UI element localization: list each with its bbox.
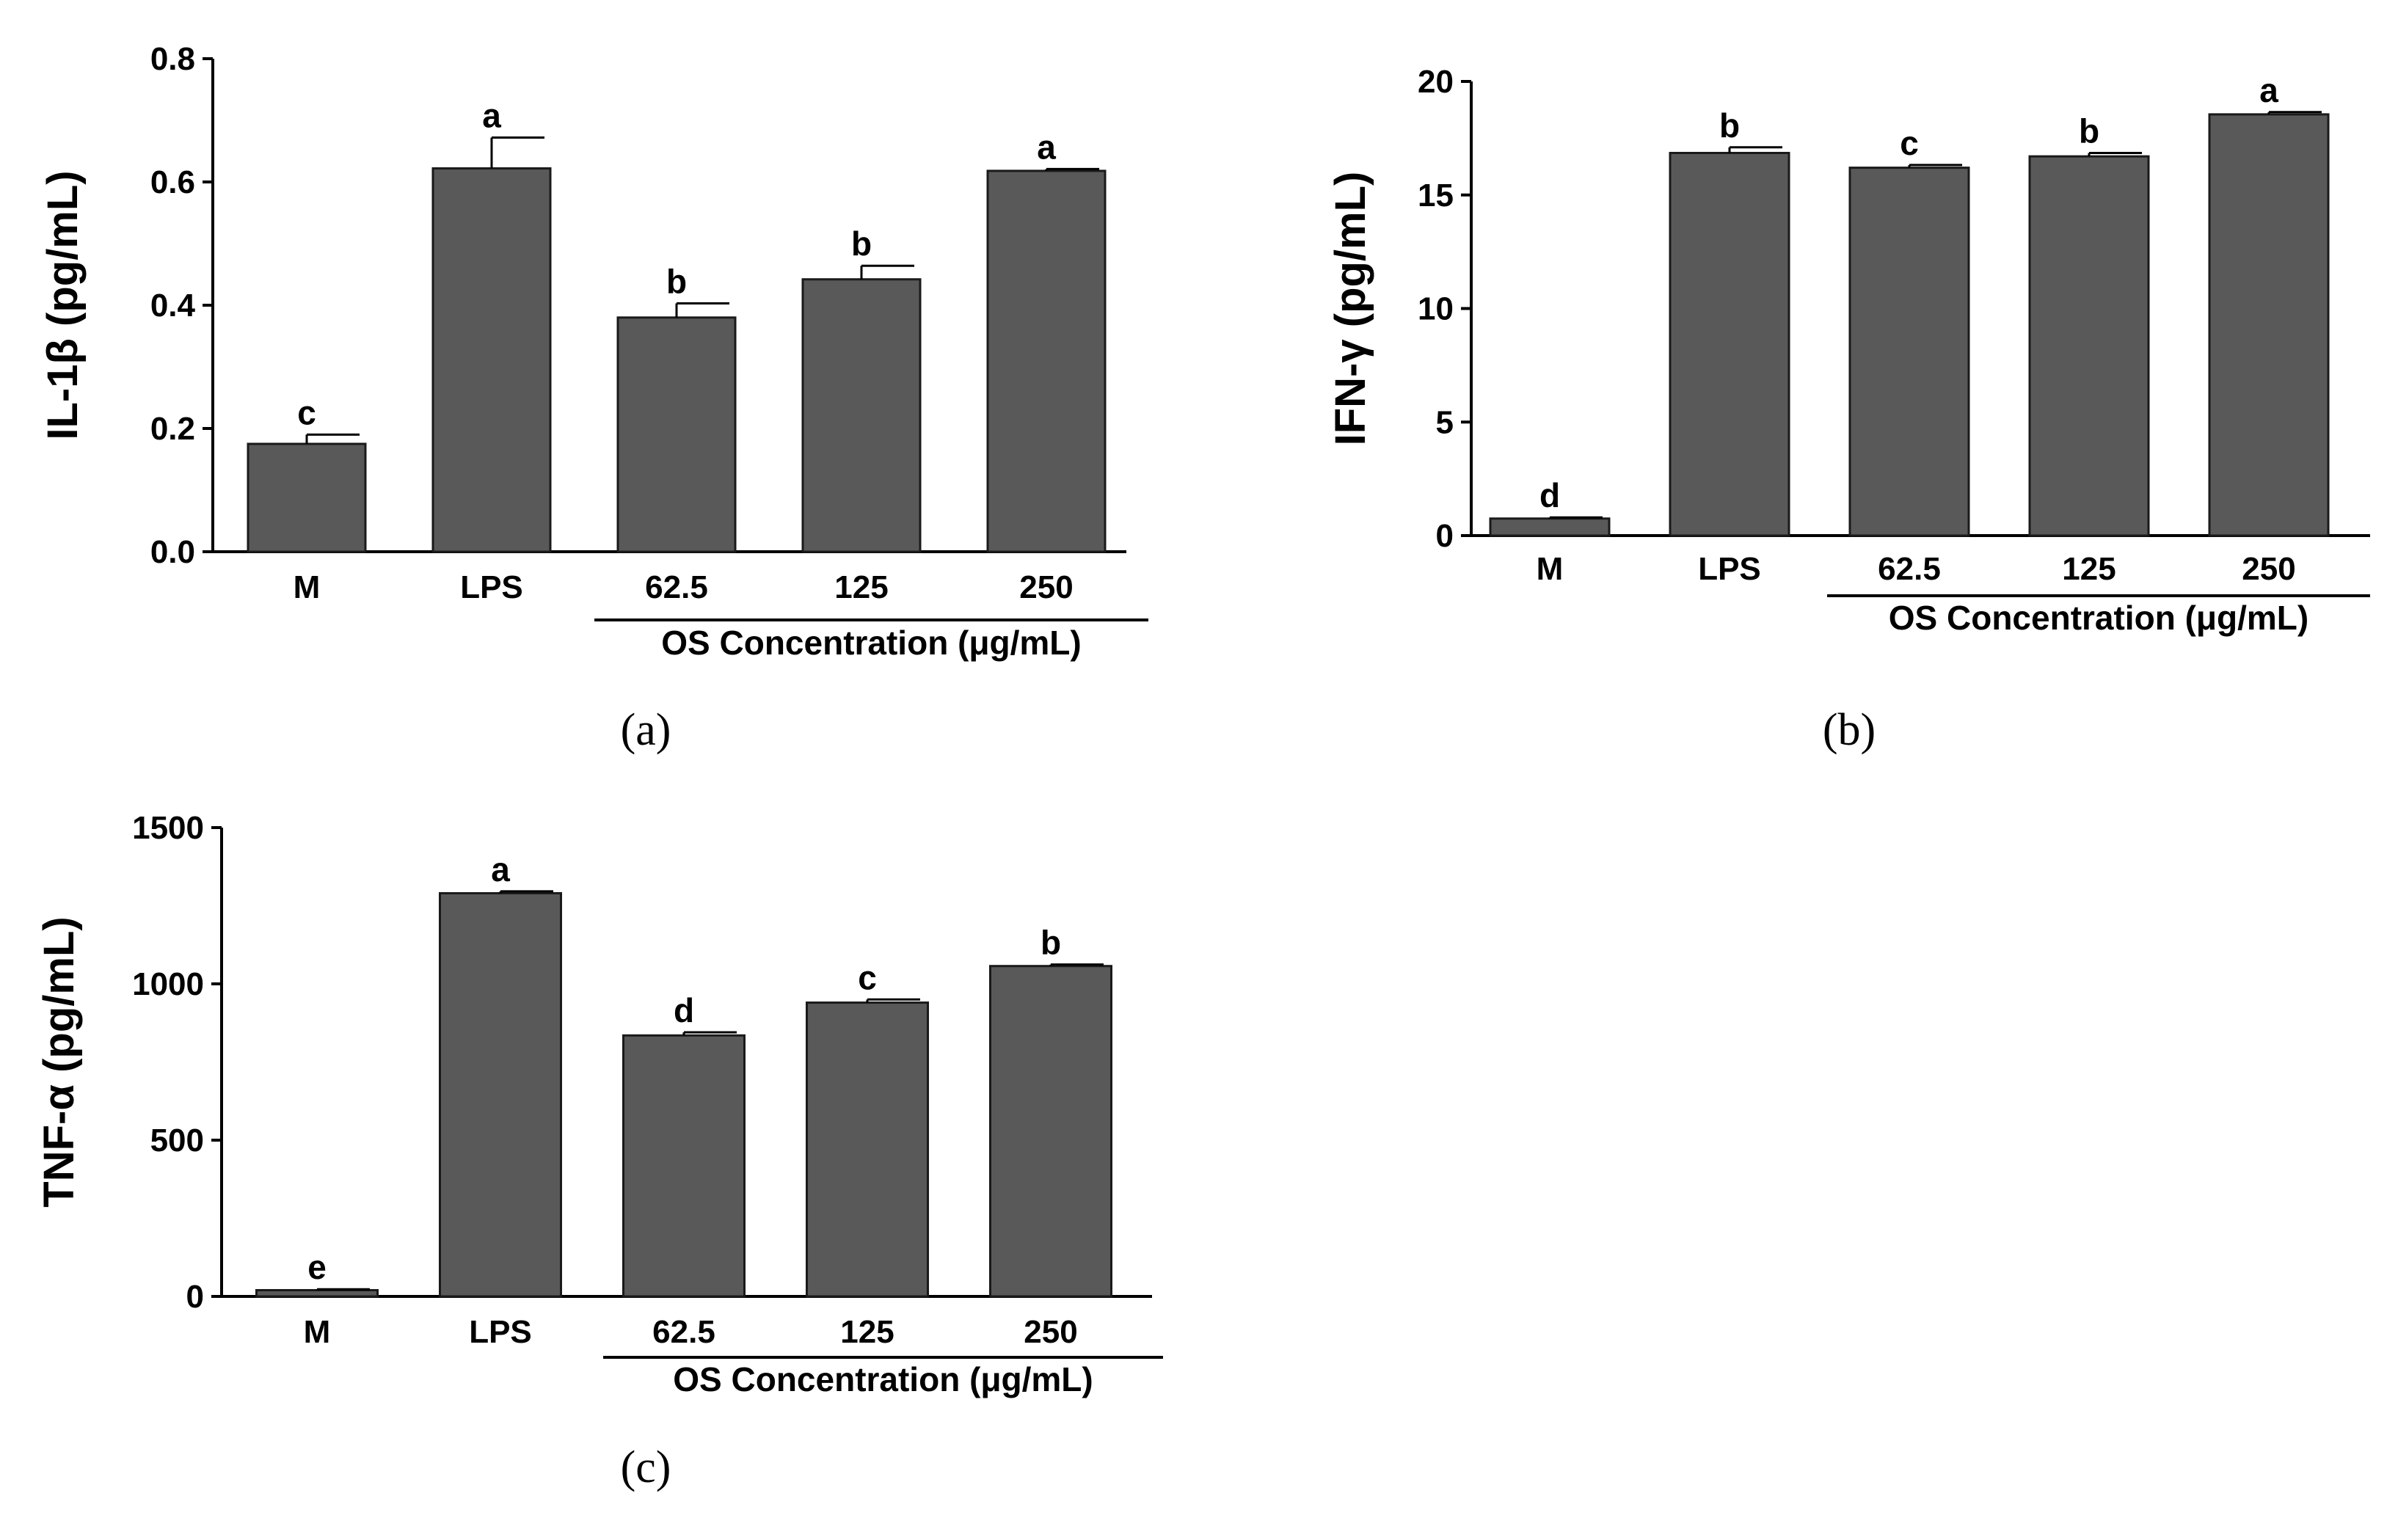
bar bbox=[989, 965, 1112, 1298]
panel-label: (b) bbox=[1823, 705, 1876, 755]
bar bbox=[247, 442, 367, 553]
x-category-label: 125 bbox=[834, 569, 888, 605]
x-category-label: M bbox=[1537, 551, 1564, 587]
panel-a-il1b-chart: 0.0 0.2 0.4 0.6 0.8 IL-1β (pg/mL) c Ma LPS b 62.5 b… bbox=[39, 41, 1148, 755]
panel-label: (a) bbox=[621, 705, 671, 755]
x-category-label: 62.5 bbox=[1878, 551, 1941, 587]
significance-letter: a bbox=[491, 850, 510, 888]
significance-letter: c bbox=[1900, 124, 1919, 162]
significance-letter: b bbox=[1041, 924, 1061, 962]
y-tick-label: 500 bbox=[150, 1123, 204, 1158]
group-label: OS Concentration (μg/mL) bbox=[673, 1360, 1093, 1398]
panel-b-ifng-chart: 0 5 10 15 20 IFN-γ (pg/mL) d Mb LPS c 62.5 b 125 a 250… bbox=[1327, 64, 2370, 755]
y-tick-label: 0.0 bbox=[150, 534, 195, 570]
y-tick-label: 0.6 bbox=[150, 164, 195, 200]
bar bbox=[255, 1288, 379, 1298]
bar bbox=[2028, 155, 2150, 537]
y-tick-label: 0 bbox=[186, 1279, 204, 1315]
y-tick-label: 10 bbox=[1418, 291, 1454, 327]
bar bbox=[986, 169, 1107, 553]
x-category-label: M bbox=[304, 1314, 331, 1350]
bar bbox=[2208, 113, 2330, 537]
significance-letter: b bbox=[2079, 112, 2099, 150]
significance-letter: a bbox=[482, 97, 501, 135]
significance-letter: a bbox=[2259, 71, 2278, 109]
significance-letter: c bbox=[297, 393, 316, 431]
y-tick-label: 20 bbox=[1418, 64, 1454, 100]
y-tick-label: 0.2 bbox=[150, 411, 195, 447]
group-label: OS Concentration (μg/mL) bbox=[661, 624, 1081, 662]
panel-label: (c) bbox=[621, 1442, 671, 1492]
significance-letter: c bbox=[858, 958, 877, 996]
significance-letter: a bbox=[1037, 128, 1056, 166]
y-tick-label: 15 bbox=[1418, 178, 1454, 214]
group-label: OS Concentration (μg/mL) bbox=[1889, 599, 2308, 637]
x-category-label: 125 bbox=[2062, 551, 2115, 587]
y-axis-label: IL-1β (pg/mL) bbox=[39, 170, 87, 439]
x-category-label: 250 bbox=[2242, 551, 2295, 587]
x-category-label: M bbox=[294, 569, 321, 605]
y-tick-label: 0 bbox=[1436, 518, 1454, 554]
significance-letter: b bbox=[1719, 106, 1740, 145]
y-tick-label: 1000 bbox=[132, 966, 204, 1002]
bar bbox=[806, 1001, 929, 1298]
bar bbox=[1669, 151, 1790, 537]
significance-letter: d bbox=[674, 991, 694, 1029]
panel-c-tnfa-chart: 0 500 1000 1500 TNF-α (pg/mL) eMa LPS d 62.5 c 125… bbox=[35, 810, 1163, 1492]
x-category-label: 250 bbox=[1024, 1314, 1077, 1350]
x-category-label: 125 bbox=[840, 1314, 894, 1350]
x-category-label: 62.5 bbox=[645, 569, 708, 605]
x-category-label: LPS bbox=[1698, 551, 1761, 587]
bar bbox=[1848, 167, 1970, 537]
y-tick-label: 5 bbox=[1436, 404, 1454, 440]
y-tick-label: 1500 bbox=[132, 810, 204, 846]
y-tick-label: 0.8 bbox=[150, 41, 195, 77]
x-category-label: 62.5 bbox=[652, 1314, 715, 1350]
x-category-label: 250 bbox=[1019, 569, 1073, 605]
y-axis-label: TNF-α (pg/mL) bbox=[35, 916, 83, 1207]
x-category-label: LPS bbox=[460, 569, 523, 605]
bar bbox=[1489, 517, 1611, 537]
bar bbox=[439, 891, 562, 1298]
bar bbox=[622, 1034, 746, 1298]
x-category-label: LPS bbox=[469, 1314, 532, 1350]
bar bbox=[616, 316, 737, 553]
y-axis-label: IFN-γ (pg/mL) bbox=[1327, 172, 1374, 446]
significance-letter: b bbox=[666, 262, 687, 300]
significance-letter: e bbox=[307, 1248, 327, 1286]
y-tick-label: 0.4 bbox=[150, 288, 196, 324]
significance-letter: d bbox=[1539, 476, 1560, 514]
bar bbox=[431, 167, 552, 553]
significance-letter: b bbox=[851, 225, 872, 263]
bar bbox=[801, 278, 922, 553]
